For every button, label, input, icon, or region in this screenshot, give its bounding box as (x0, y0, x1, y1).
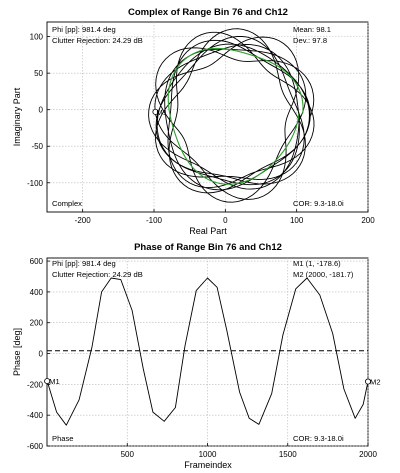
complex-curves: M1 (148, 28, 315, 203)
phase-m2-readout: M2 (2000, -181.7) (293, 270, 354, 279)
phase-series-line (46, 277, 369, 426)
phase-phi-text: Phi [pp]: 981.4 deg (52, 259, 116, 268)
complex-y-tick-label: 0 (39, 106, 44, 115)
phase-m1-readout: M1 (1, -178.6) (293, 259, 341, 268)
complex-x-tick-label: 100 (290, 216, 304, 225)
complex-dev-text: Dev.: 97.8 (293, 36, 327, 45)
complex-trajectory-black (148, 28, 315, 203)
complex-y-tick-label: 100 (30, 33, 44, 42)
complex-y-tick-label: -50 (31, 142, 43, 151)
complex-mode-label: Complex (52, 199, 82, 208)
phase-chart-title: Phase of Range Bin 76 and Ch12 (134, 242, 282, 253)
complex-x-tick-label: -200 (75, 216, 92, 225)
complex-y-tick-label: -100 (27, 179, 44, 188)
complex-chart-title: Complex of Range Bin 76 and Ch12 (128, 7, 288, 18)
phase-x-tick-label: 1500 (279, 450, 297, 459)
phase-y-tick-label: 400 (30, 288, 44, 297)
complex-phi-text: Phi [pp]: 981.4 deg (52, 25, 116, 34)
complex-y-tick-label: 50 (34, 69, 43, 78)
phase-x-tick-label: 1000 (199, 450, 217, 459)
phase-annotations: Phi [pp]: 981.4 deg Clutter Rejection: 2… (52, 259, 354, 443)
phase-marker-label-m2: M2 (370, 378, 381, 387)
complex-x-axis-label: Real Part (189, 226, 227, 236)
phase-clutter-text: Clutter Rejection: 24.29 dB (52, 270, 143, 279)
complex-annotations: Phi [pp]: 981.4 deg Clutter Rejection: 2… (52, 25, 344, 208)
phase-marker-m1 (44, 378, 51, 385)
phase-marker-label-m1: M1 (49, 377, 60, 386)
complex-marker-point (152, 108, 159, 115)
phase-x-tick-label: 500 (121, 450, 135, 459)
phase-y-tick-label: 200 (30, 319, 44, 328)
phase-x-axis-label: Frameindex (184, 460, 232, 470)
complex-grid (47, 22, 369, 212)
phase-mode-label: Phase (52, 434, 74, 443)
complex-ticks: -200 -100 0 100 200 -100 -50 0 50 100 (27, 33, 375, 225)
complex-trajectory-green (167, 47, 304, 185)
phase-curves: M1 M2 (44, 277, 381, 426)
complex-marker-label: M1 (156, 108, 167, 117)
complex-x-tick-label: 0 (223, 216, 228, 225)
phase-grid (47, 258, 369, 447)
phase-y-tick-label: -200 (27, 380, 44, 389)
complex-mean-text: Mean: 98.1 (293, 25, 331, 34)
complex-cor-text: COR: 9.3-18.0i (293, 199, 344, 208)
phase-marker-m2 (364, 378, 371, 385)
phase-ticks: 500 1000 1500 2000 -600 -400 -200 0 200 400 600 (27, 257, 377, 459)
phase-y-tick-label: -400 (27, 411, 44, 420)
phase-y-tick-label: 0 (39, 350, 44, 359)
phase-y-tick-label: 600 (30, 257, 44, 266)
complex-y-axis-label: Imaginary Part (12, 87, 22, 146)
phase-x-tick-label: 2000 (359, 450, 377, 459)
phase-y-tick-label: -600 (27, 442, 44, 451)
phase-cor-text: COR: 9.3-18.0i (293, 434, 344, 443)
phase-y-axis-label: Phase [deg] (12, 328, 22, 376)
complex-x-tick-label: -100 (146, 216, 163, 225)
complex-clutter-text: Clutter Rejection: 24.29 dB (52, 36, 143, 45)
complex-plot-frame (46, 21, 369, 213)
complex-x-tick-label: 200 (361, 216, 375, 225)
